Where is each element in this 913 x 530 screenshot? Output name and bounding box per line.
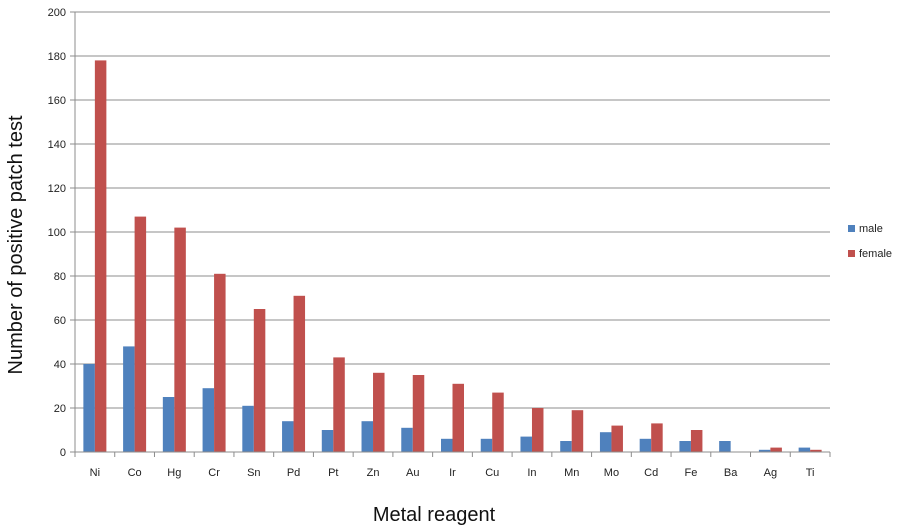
x-tick-label: Cu [485, 467, 499, 479]
bar-male-Fe [679, 441, 691, 452]
y-axis-title: Number of positive patch test [5, 115, 27, 374]
bar-male-Hg [162, 397, 175, 452]
x-tick-label: Ni [90, 467, 100, 479]
bar-female-Cu [492, 392, 504, 452]
x-tick-label: Pd [287, 467, 300, 479]
legend: male female [848, 223, 892, 260]
x-tick-label: Cr [208, 467, 220, 479]
y-tick-label: 120 [48, 183, 66, 195]
bar-male-Ag [758, 449, 771, 452]
y-tick-label: 40 [54, 359, 66, 371]
bars [83, 60, 822, 453]
bar-female-Au [412, 375, 425, 452]
bar-male-Mo [599, 432, 612, 452]
bar-male-In [520, 436, 532, 452]
y-tick-label: 0 [60, 447, 66, 459]
y-tick-label: 180 [48, 51, 66, 63]
gridlines [75, 11, 830, 409]
y-tick-label: 140 [48, 139, 66, 151]
y-tick-label: 80 [54, 271, 66, 283]
x-tick-label: Ir [449, 467, 456, 479]
bar-male-Pt [321, 430, 334, 452]
bar-male-Pd [282, 421, 294, 452]
bar-male-Ni [83, 364, 95, 452]
bar-female-Mo [611, 425, 623, 452]
bar-male-Au [401, 427, 413, 452]
x-tick-label: Cd [644, 467, 658, 479]
bar-male-Cd [639, 438, 652, 452]
x-tick-label: Mo [604, 467, 619, 479]
bar-male-Ir [441, 438, 453, 452]
y-tick-label: 60 [54, 315, 66, 327]
bar-female-Pd [293, 295, 306, 452]
x-tick-label: Co [128, 467, 142, 479]
x-tick-label: Sn [247, 467, 260, 479]
bar-female-Ir [452, 383, 464, 452]
bar-male-Cr [202, 388, 215, 452]
bar-male-Sn [242, 405, 254, 452]
x-tick-label: Au [406, 467, 419, 479]
bar-female-Fe [690, 430, 703, 452]
y-axis-ticks: 0 20 40 60 80 100 120 140 160 180 200 [48, 7, 75, 459]
bar-male-Zn [361, 421, 374, 452]
bar-male-Co [123, 346, 135, 452]
y-tick-label: 100 [48, 227, 66, 239]
bar-female-Ag [770, 447, 782, 452]
bar-female-Zn [373, 372, 385, 452]
bar-female-Cd [651, 423, 663, 452]
bar-female-Co [134, 216, 147, 452]
x-tick-label: Pt [328, 467, 338, 479]
x-axis-ticks: Ni Co Hg Cr Sn Pd Pt Zn Au Ir Cu In Mn Mo Cd Fe Ba Ag Ti [74, 452, 831, 479]
bar-male-Ti [798, 447, 811, 452]
bar-female-Mn [571, 410, 584, 452]
x-tick-label: Ag [764, 467, 777, 479]
bar-male-Cu [480, 438, 493, 452]
bar-male-Mn [560, 441, 572, 452]
y-tick-label: 200 [48, 7, 66, 19]
y-tick-label: 20 [54, 403, 66, 415]
legend-swatch-male [848, 225, 855, 232]
legend-label-female: female [859, 248, 892, 260]
legend-label-male: male [859, 223, 883, 235]
legend-swatch-female [848, 250, 855, 257]
y-tick-label: 160 [48, 95, 66, 107]
bar-female-Ni [94, 60, 107, 453]
x-tick-label: Zn [367, 467, 380, 479]
bar-female-Ti [810, 449, 822, 452]
x-tick-label: Ba [724, 467, 738, 479]
bar-female-In [531, 408, 544, 452]
x-tick-label: Hg [167, 467, 181, 479]
x-tick-label: Fe [684, 467, 697, 479]
bar-female-Hg [174, 227, 186, 452]
bar-female-Cr [214, 273, 226, 452]
x-tick-label: Mn [564, 467, 579, 479]
x-axis-title: Metal reagent [373, 504, 496, 526]
x-tick-label: Ti [806, 467, 815, 479]
bar-female-Sn [253, 309, 266, 452]
bar-female-Pt [333, 357, 345, 452]
bar-male-Ba [719, 441, 731, 452]
x-tick-label: In [527, 467, 536, 479]
